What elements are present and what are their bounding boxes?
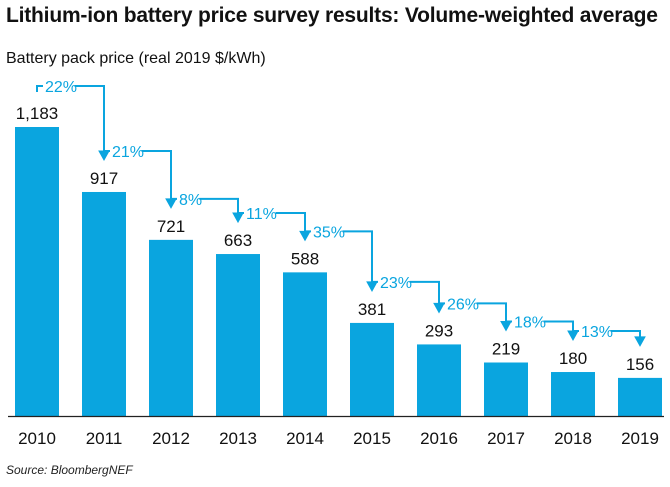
- change-label-7: 18%: [514, 314, 546, 331]
- change-connector-start-5: [371, 280, 378, 288]
- value-label-2017: 219: [492, 339, 520, 358]
- value-label-2019: 156: [626, 355, 654, 374]
- change-connector-6: [476, 302, 507, 324]
- change-connector-start-3: [237, 212, 244, 220]
- change-label-6: 26%: [447, 296, 479, 313]
- tick-label-2010: 2010: [18, 429, 56, 448]
- bar-2012: [149, 239, 193, 416]
- tick-label-2015: 2015: [353, 429, 391, 448]
- bar-2016: [417, 344, 461, 416]
- bar-2013: [216, 254, 260, 416]
- change-label-1: 21%: [112, 144, 144, 161]
- value-label-2011: 917: [90, 169, 118, 188]
- value-label-2015: 381: [358, 300, 386, 319]
- tick-label-2017: 2017: [487, 429, 525, 448]
- change-label-5: 23%: [380, 275, 412, 292]
- change-connector-8: [610, 330, 641, 339]
- change-connector-2: [199, 197, 239, 216]
- bar-2019: [618, 377, 662, 416]
- tick-label-2018: 2018: [554, 429, 592, 448]
- value-label-2014: 588: [291, 249, 319, 268]
- bar-2017: [484, 362, 528, 416]
- change-connector-start-0: [36, 85, 43, 92]
- change-connector-start-1: [103, 149, 110, 157]
- change-arrowhead-8: [634, 336, 646, 347]
- change-connector-start-6: [438, 302, 445, 310]
- change-connector-start-4: [304, 230, 311, 238]
- value-label-2016: 293: [425, 321, 453, 340]
- change-connector-3: [275, 212, 306, 234]
- tick-label-2011: 2011: [86, 429, 123, 448]
- bar-2011: [82, 191, 126, 416]
- change-connector-start-8: [572, 330, 579, 338]
- bar-2015: [350, 322, 394, 416]
- change-connector-start-7: [505, 320, 512, 328]
- change-label-4: 35%: [313, 224, 345, 241]
- tick-label-2012: 2012: [152, 429, 190, 448]
- change-connector-start-2: [170, 197, 177, 205]
- value-label-2012: 721: [157, 217, 185, 236]
- change-connector-5: [409, 280, 440, 306]
- bar-2010: [15, 127, 59, 416]
- value-label-2010: 1,183: [16, 104, 59, 123]
- change-label-8: 13%: [581, 324, 613, 341]
- source-note: Source: BloombergNEF: [6, 463, 133, 477]
- change-connector-7: [543, 320, 574, 334]
- value-label-2013: 663: [224, 231, 252, 250]
- bar-2014: [283, 272, 327, 416]
- bar-2018: [551, 372, 595, 416]
- change-connector-1: [141, 149, 172, 201]
- tick-label-2019: 2019: [621, 429, 659, 448]
- tick-label-2014: 2014: [286, 429, 324, 448]
- change-connector-4: [342, 230, 373, 284]
- tick-label-2016: 2016: [420, 429, 458, 448]
- value-label-2018: 180: [559, 349, 587, 368]
- chart-subtitle: Battery pack price (real 2019 $/kWh): [6, 50, 266, 67]
- change-label-2: 8%: [179, 192, 202, 209]
- change-connector-0: [74, 85, 105, 153]
- change-label-0: 22%: [45, 79, 77, 96]
- change-label-3: 11%: [246, 206, 277, 223]
- tick-label-2013: 2013: [219, 429, 257, 448]
- chart-title: Lithium-ion battery price survey results…: [6, 4, 658, 27]
